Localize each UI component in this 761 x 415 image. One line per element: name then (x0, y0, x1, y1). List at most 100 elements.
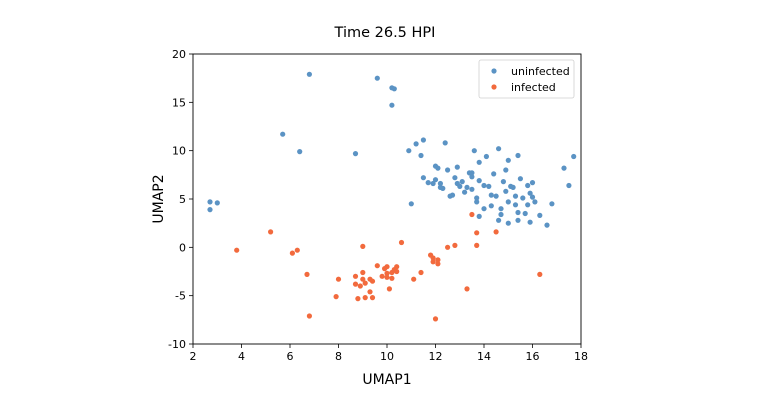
data-point-uninfected-4 (297, 149, 303, 155)
data-point-uninfected-28 (449, 192, 456, 198)
data-point-uninfected-55 (496, 146, 502, 152)
data-point-uninfected-68 (515, 209, 521, 216)
data-point-uninfected-16 (420, 175, 426, 181)
data-point-infected-13 (360, 276, 366, 282)
data-point-uninfected-63 (505, 157, 511, 163)
data-point-uninfected-78 (529, 180, 536, 186)
x-tick-label-6: 6 (287, 350, 294, 363)
data-point-uninfected-1 (207, 207, 213, 213)
data-point-uninfected-67 (512, 202, 519, 208)
data-point-infected-38 (430, 259, 436, 265)
data-point-infected-49 (537, 271, 543, 277)
data-point-uninfected-58 (500, 179, 506, 185)
data-point-infected-22 (379, 273, 385, 279)
y-axis-label: UMAP2 (151, 174, 167, 223)
data-point-infected-39 (432, 316, 439, 322)
series-infected (234, 211, 543, 322)
data-point-infected-16 (362, 295, 368, 301)
data-point-infected-43 (452, 242, 458, 248)
x-tick-label-8: 8 (335, 350, 342, 363)
legend-marker-infected (491, 84, 497, 90)
data-point-uninfected-30 (454, 164, 460, 170)
data-point-uninfected-7 (374, 75, 380, 81)
data-point-uninfected-38 (469, 174, 475, 180)
data-point-infected-44 (464, 286, 470, 292)
data-point-uninfected-81 (537, 212, 543, 218)
legend-label-uninfected: uninfected (511, 65, 570, 78)
data-point-uninfected-72 (520, 195, 526, 201)
data-point-uninfected-59 (503, 167, 509, 173)
data-point-uninfected-29 (452, 175, 458, 181)
data-point-infected-29 (389, 275, 395, 281)
data-point-infected-15 (362, 280, 368, 286)
data-point-uninfected-77 (527, 219, 533, 225)
data-point-infected-42 (445, 244, 451, 250)
data-point-infected-12 (360, 243, 366, 249)
data-point-uninfected-5 (306, 71, 312, 77)
data-point-uninfected-19 (432, 177, 439, 183)
data-point-infected-21 (374, 263, 380, 269)
data-point-infected-47 (474, 230, 480, 236)
data-point-uninfected-83 (549, 201, 555, 207)
data-point-uninfected-37 (469, 186, 475, 192)
data-point-uninfected-61 (505, 199, 511, 205)
data-point-uninfected-66 (512, 193, 519, 199)
data-point-uninfected-40 (471, 148, 477, 154)
y-tick-label-10: 10 (172, 145, 186, 158)
data-point-uninfected-44 (476, 178, 482, 184)
data-point-infected-27 (386, 286, 392, 292)
data-point-uninfected-2 (214, 200, 220, 206)
data-point-infected-14 (360, 269, 366, 276)
data-point-uninfected-3 (280, 131, 286, 137)
data-point-uninfected-73 (522, 210, 528, 217)
data-point-infected-1 (268, 229, 274, 235)
data-point-infected-0 (234, 247, 240, 253)
data-point-uninfected-76 (527, 190, 533, 196)
data-point-uninfected-17 (425, 180, 431, 186)
x-tick-label-12: 12 (429, 350, 443, 363)
data-point-infected-32 (394, 268, 400, 275)
data-point-uninfected-6 (352, 151, 359, 157)
y-tick-label--10: -10 (168, 338, 186, 351)
data-point-infected-3 (294, 247, 300, 253)
data-point-uninfected-70 (515, 152, 521, 159)
data-point-uninfected-41 (474, 195, 480, 201)
data-point-infected-33 (398, 239, 405, 246)
data-point-infected-48 (493, 229, 499, 235)
data-point-uninfected-62 (505, 220, 511, 226)
data-point-infected-37 (430, 255, 436, 261)
data-point-infected-18 (367, 289, 373, 295)
data-point-infected-9 (352, 281, 359, 287)
data-point-uninfected-0 (207, 199, 213, 205)
chart-title: Time 26.5 HPI (334, 25, 436, 41)
data-point-uninfected-50 (488, 192, 494, 198)
data-point-uninfected-43 (476, 213, 482, 219)
y-tick-label-0: 0 (179, 241, 186, 254)
data-point-uninfected-79 (529, 194, 536, 200)
data-point-infected-45 (469, 211, 475, 218)
data-point-uninfected-10 (389, 102, 395, 108)
data-point-uninfected-84 (561, 165, 567, 171)
data-point-uninfected-42 (474, 199, 480, 205)
data-point-uninfected-49 (486, 183, 492, 189)
data-point-uninfected-47 (481, 206, 487, 212)
data-point-infected-8 (352, 273, 359, 279)
data-point-infected-19 (369, 295, 376, 301)
data-point-infected-41 (435, 261, 441, 267)
data-point-uninfected-80 (532, 199, 538, 205)
data-point-infected-34 (411, 276, 417, 282)
data-point-uninfected-35 (464, 184, 470, 190)
data-point-uninfected-82 (544, 222, 550, 228)
data-point-uninfected-18 (430, 180, 436, 187)
data-point-infected-6 (333, 294, 339, 300)
x-tick-label-2: 2 (190, 350, 197, 363)
data-point-uninfected-22 (437, 180, 443, 187)
data-point-uninfected-34 (462, 189, 468, 195)
data-point-uninfected-25 (442, 140, 448, 146)
data-point-infected-25 (384, 270, 390, 276)
data-point-uninfected-85 (566, 182, 572, 189)
data-point-infected-35 (418, 269, 424, 276)
y-tick-label--5: -5 (175, 290, 186, 303)
data-point-uninfected-9 (391, 86, 397, 92)
data-point-uninfected-39 (469, 170, 475, 176)
